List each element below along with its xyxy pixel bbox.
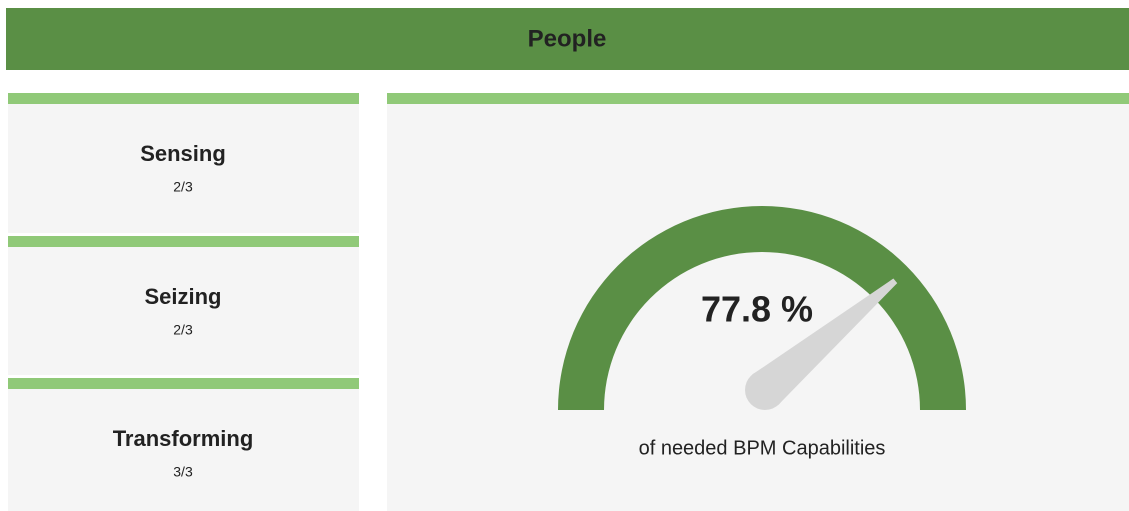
gauge-arc [558,206,966,410]
card-value: 2/3 [173,179,193,195]
gauge-needle [745,278,898,410]
card-title: Transforming [113,426,254,451]
card-value: 2/3 [173,322,193,338]
card [8,378,359,511]
panel-strip [387,93,1129,104]
gauge-value: 77.8 % [701,289,813,330]
header-bar [6,8,1129,70]
card-strip [8,93,359,104]
card [8,236,359,375]
gauge-caption: of needed BPM Capabilities [639,437,886,459]
card-value: 3/3 [173,464,193,480]
card-strip [8,378,359,389]
gauge-panel [387,93,1129,511]
card-strip [8,236,359,247]
card [8,93,359,233]
card-title: Sensing [140,141,226,166]
header-title: People [528,25,607,52]
card-title: Seizing [144,284,221,309]
